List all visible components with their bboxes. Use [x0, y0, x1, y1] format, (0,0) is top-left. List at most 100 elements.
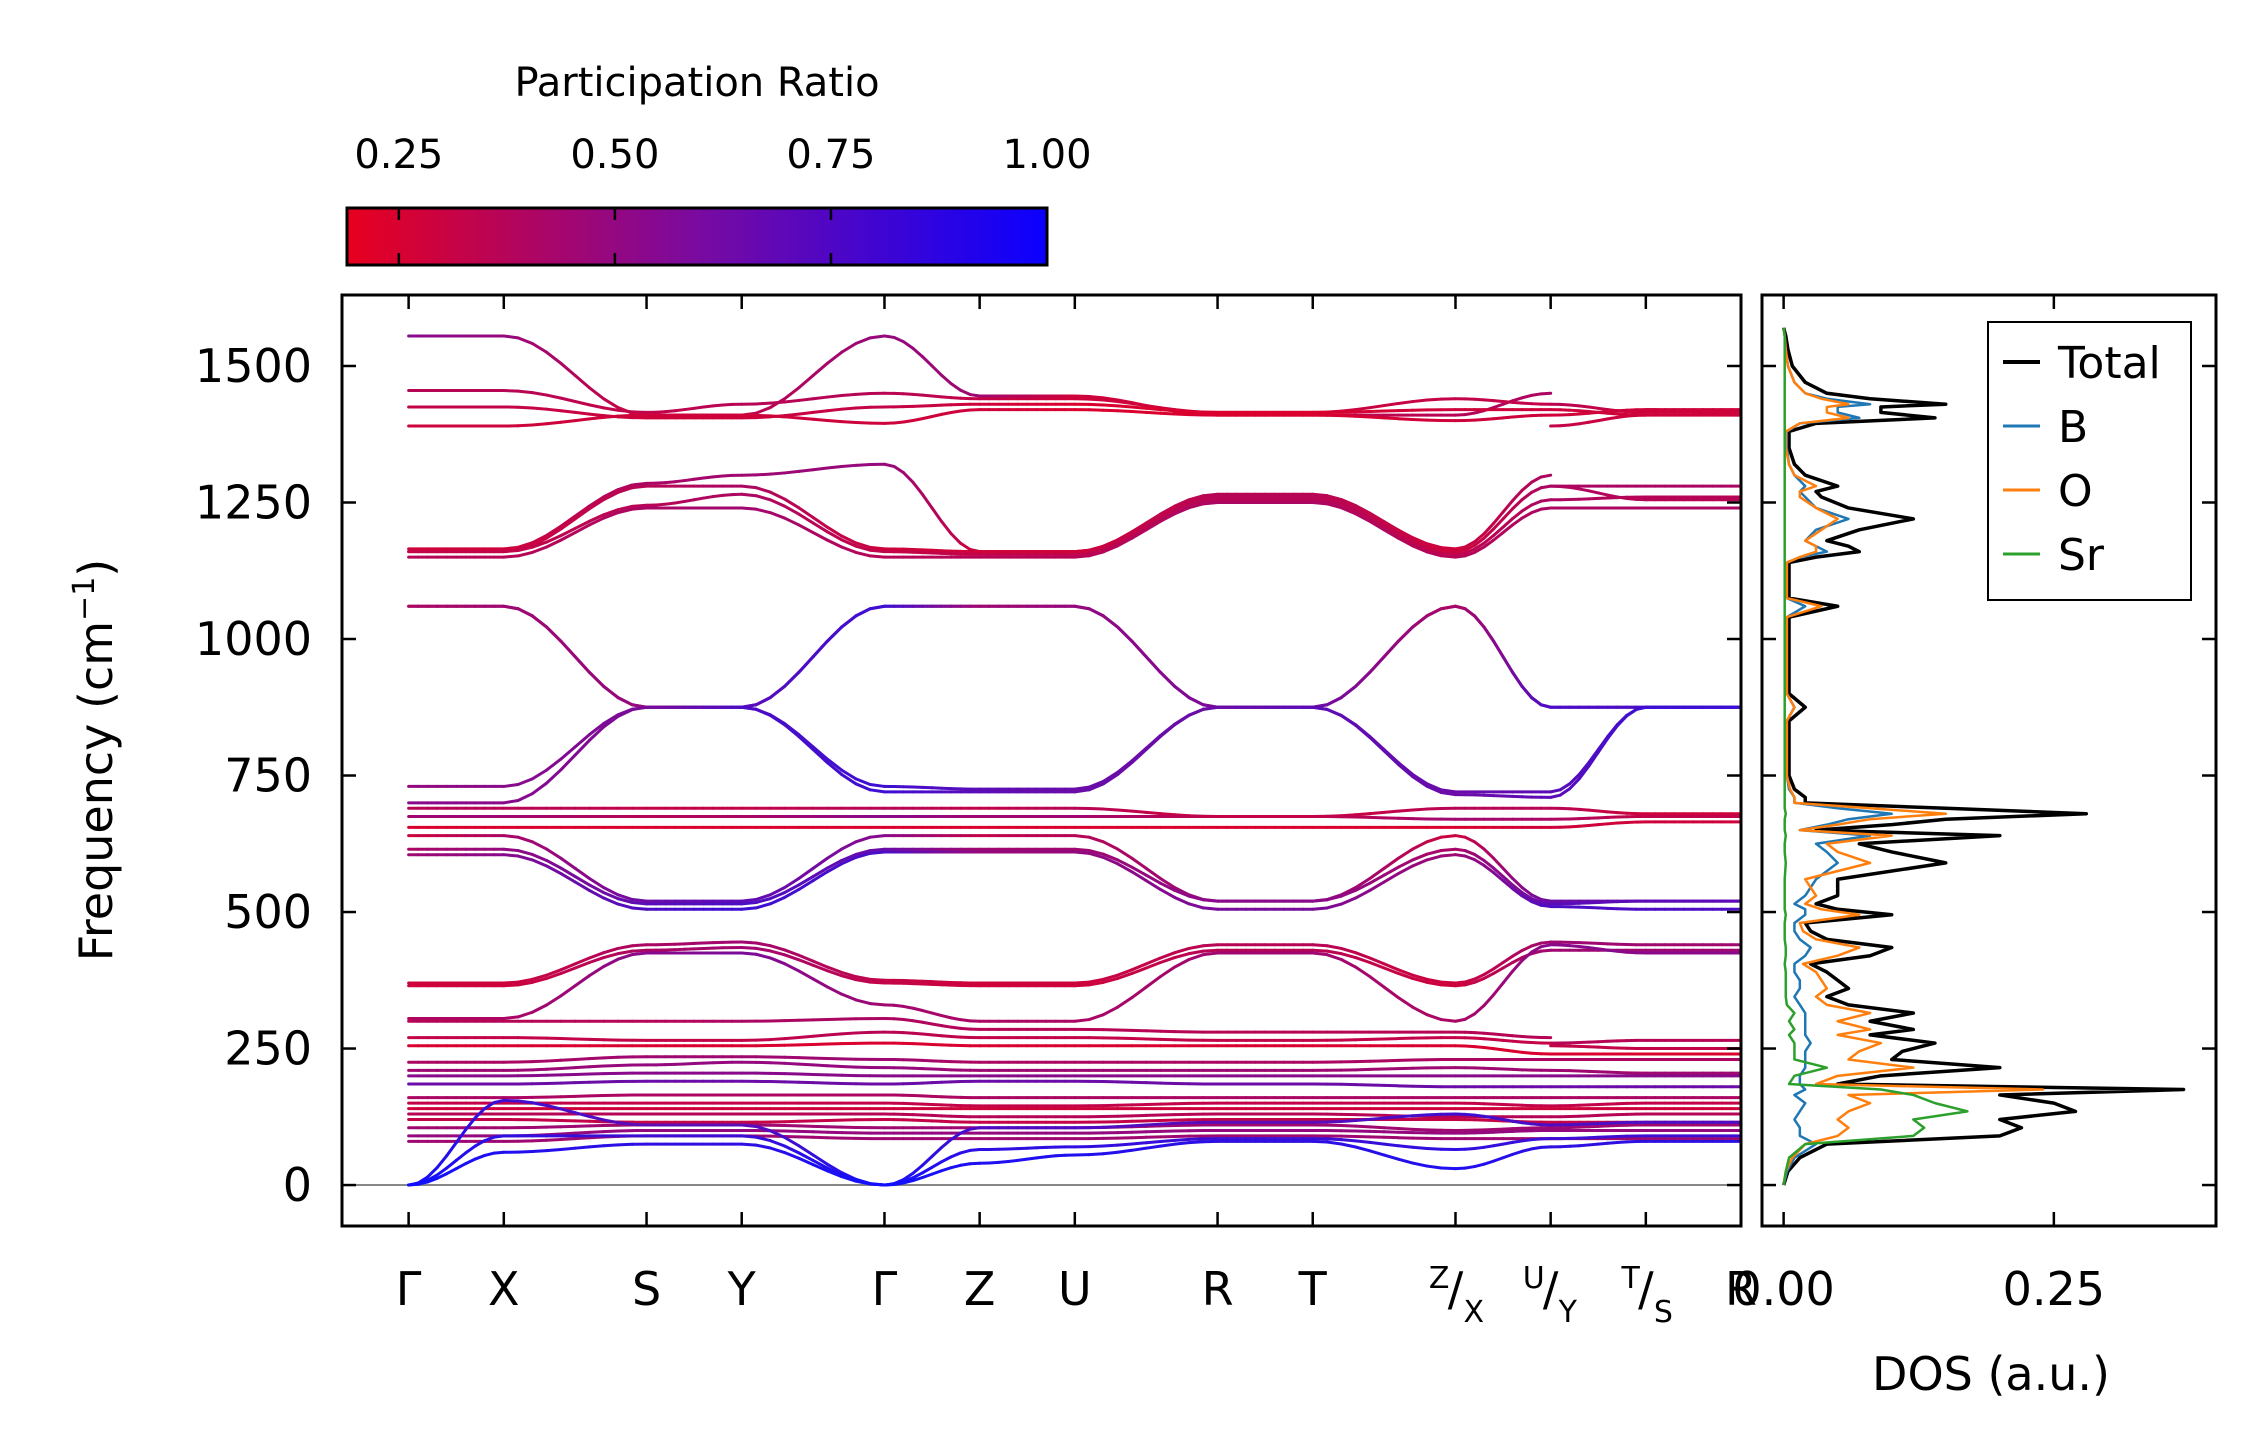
- band-20-segment: [1411, 1005, 1429, 1017]
- band-0-segment: [587, 386, 606, 401]
- band-10-segment: [502, 782, 520, 788]
- band-38-segment: [407, 1182, 420, 1187]
- band-22-segment: [840, 1031, 858, 1036]
- band-18-segment: [1368, 956, 1386, 966]
- band-9-segment: [545, 625, 563, 643]
- band-17-segment: [1425, 854, 1443, 862]
- band-18-segment: [1325, 944, 1343, 950]
- band-37-segment: [968, 1148, 982, 1152]
- band-38-segment: [1463, 1165, 1477, 1170]
- band-4-segment: [1396, 528, 1415, 540]
- band-11-segment: [825, 761, 844, 776]
- band-17-segment: [840, 855, 858, 866]
- band-16-segment: [1439, 847, 1457, 853]
- band-6-segment: [1073, 551, 1091, 556]
- band-38-segment: [1116, 1148, 1134, 1154]
- band-15-segment: [1530, 893, 1543, 902]
- band-4-segment: [1354, 504, 1372, 515]
- band-1-segment: [921, 393, 934, 398]
- band-0-segment: [921, 355, 934, 368]
- band-10-segment: [559, 745, 577, 761]
- band-5-segment: [740, 484, 758, 490]
- band-19-segment: [825, 969, 844, 978]
- band-18-segment: [1530, 941, 1543, 948]
- band-0-segment: [1577, 420, 1591, 426]
- band-36-segment: [959, 1127, 972, 1135]
- band-5-segment: [1596, 491, 1610, 497]
- band-1-segment: [1411, 398, 1429, 404]
- band-34-segment: [559, 1131, 577, 1136]
- band-38-segment: [1016, 1157, 1029, 1162]
- band-11-segment: [854, 782, 872, 792]
- band-4-segment: [654, 481, 668, 485]
- band-1-segment: [654, 410, 668, 414]
- band-4-segment: [573, 504, 591, 518]
- band-34-segment: [587, 1130, 606, 1134]
- band-4-segment: [959, 541, 972, 552]
- band-11-segment: [1073, 788, 1091, 794]
- band-24-segment: [545, 1058, 563, 1063]
- band-3-segment: [902, 419, 915, 424]
- band-38-segment: [1396, 1157, 1415, 1165]
- band-20-segment: [911, 1006, 925, 1013]
- band-11-segment: [616, 708, 634, 718]
- band-3-segment: [1382, 416, 1400, 421]
- kpoint-label: R: [1725, 1262, 1757, 1316]
- band-20-segment: [1492, 981, 1505, 997]
- band-17-segment: [1087, 851, 1105, 859]
- band-18-segment: [1482, 967, 1496, 977]
- band-2-segment: [1087, 402, 1105, 407]
- band-15-segment: [1073, 834, 1091, 839]
- band-18-segment: [1382, 962, 1400, 972]
- band-20-segment: [1087, 1013, 1105, 1022]
- band-18-segment: [516, 977, 534, 984]
- band-4-segment: [683, 477, 696, 483]
- band-25-segment: [530, 1067, 549, 1072]
- band-0-segment: [1615, 414, 1629, 419]
- band-20-segment: [1396, 996, 1415, 1009]
- band-38-segment: [1482, 1159, 1496, 1166]
- band-17-segment: [516, 854, 534, 862]
- band-11-segment: [1382, 749, 1400, 766]
- band-18-segment: [1073, 980, 1091, 985]
- band-15-segment: [1520, 886, 1534, 897]
- band-21-segment: [892, 1017, 906, 1022]
- band-3-segment: [602, 414, 620, 419]
- band-23-segment: [1520, 1050, 1534, 1055]
- band-7-segment: [1116, 536, 1134, 548]
- band-9-segment: [1173, 684, 1191, 700]
- band-15-segment: [1144, 866, 1162, 880]
- band-7-segment: [1073, 554, 1091, 559]
- band-18-segment: [811, 959, 829, 969]
- band-17-segment: [1439, 853, 1457, 858]
- band-9-segment: [1501, 655, 1515, 674]
- band-11-segment: [1311, 705, 1329, 711]
- band-11-segment: [1439, 790, 1457, 797]
- band-20-segment: [1539, 943, 1553, 949]
- band-1-segment: [711, 403, 725, 408]
- band-24-segment: [530, 1059, 549, 1064]
- band-18-segment: [1511, 948, 1524, 958]
- band-38-segment: [1587, 1142, 1600, 1147]
- band-11-segment: [783, 723, 801, 739]
- band-19-segment: [1173, 952, 1191, 960]
- kpoint-label-lower: S: [1654, 1295, 1673, 1330]
- band-7-segment: [587, 516, 606, 527]
- band-6-segment: [602, 508, 620, 517]
- band-18-segment: [1463, 977, 1477, 984]
- band-18-segment: [602, 946, 620, 955]
- band-38-segment: [1439, 1166, 1457, 1171]
- band-19-segment: [1187, 949, 1205, 956]
- band-9-segment: [1144, 655, 1162, 674]
- band-4-segment: [1511, 488, 1524, 503]
- band-1-segment: [1482, 398, 1496, 403]
- band-6-segment: [1368, 517, 1386, 529]
- band-18-segment: [1520, 944, 1534, 952]
- band-0-segment: [882, 334, 896, 339]
- band-37-segment: [911, 1171, 925, 1180]
- band-12-segment: [1568, 807, 1581, 811]
- band-37-segment: [1382, 1142, 1400, 1148]
- band-11-segment: [1339, 714, 1358, 727]
- band-18-segment: [1101, 973, 1120, 981]
- band-36-segment: [1101, 1125, 1120, 1129]
